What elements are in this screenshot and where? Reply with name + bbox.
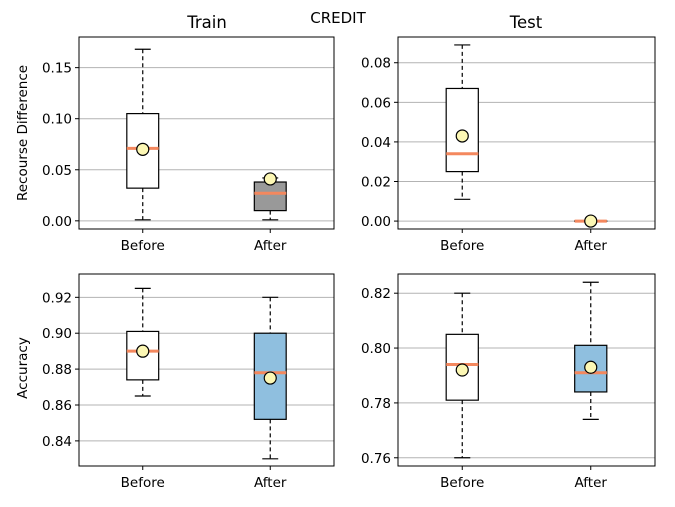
ylabel-recourse-difference: Recourse Difference bbox=[15, 65, 31, 201]
y-tick-label: 0.10 bbox=[42, 112, 72, 128]
box-before bbox=[126, 48, 160, 221]
x-tick-label-after: After bbox=[575, 238, 608, 254]
x-tick-label-before: Before bbox=[121, 238, 165, 254]
x-tick-label-before: Before bbox=[440, 475, 484, 491]
box-after bbox=[253, 296, 287, 460]
box-before bbox=[445, 44, 479, 200]
box-after bbox=[574, 214, 608, 228]
y-tick-label: 0.06 bbox=[361, 95, 391, 111]
y-tick-label: 0.02 bbox=[361, 174, 391, 190]
panel-train-accuracy: 0.84 0.86 0.88 0.90 0.92 Before After bbox=[42, 273, 335, 491]
ylabel-accuracy: Accuracy bbox=[15, 337, 31, 399]
y-tick-label: 0.80 bbox=[361, 341, 391, 357]
y-tick-label: 0.05 bbox=[42, 163, 72, 179]
y-tick-label: 0.92 bbox=[42, 290, 72, 306]
mean-marker bbox=[263, 371, 277, 385]
x-tick-label-after: After bbox=[254, 475, 287, 491]
y-tick-label: 0.90 bbox=[42, 326, 72, 342]
axes-frame bbox=[397, 273, 656, 467]
box-body bbox=[574, 344, 608, 393]
y-tick-label: 0.86 bbox=[42, 398, 72, 414]
mean-marker bbox=[584, 214, 598, 228]
title-train: Train bbox=[186, 13, 227, 32]
mean-marker bbox=[584, 360, 598, 374]
x-tick-label-after: After bbox=[254, 238, 287, 254]
box-after bbox=[253, 172, 287, 221]
mean-marker bbox=[455, 363, 469, 377]
axes-frame bbox=[397, 36, 656, 230]
y-tick-label: 0.00 bbox=[42, 214, 72, 230]
figure-suptitle: CREDIT bbox=[310, 9, 366, 27]
y-tick-label: 0.76 bbox=[361, 451, 391, 467]
y-tick-label: 0.08 bbox=[361, 56, 391, 72]
y-tick-label: 0.00 bbox=[361, 214, 391, 230]
mean-marker bbox=[455, 129, 469, 143]
y-tick-label: 0.88 bbox=[42, 362, 72, 378]
x-tick-label-before: Before bbox=[440, 238, 484, 254]
box-body bbox=[253, 181, 287, 212]
y-tick-label: 0.15 bbox=[42, 61, 72, 77]
y-tick-label: 0.78 bbox=[361, 396, 391, 412]
box-before bbox=[126, 287, 160, 397]
box-after bbox=[574, 281, 608, 420]
box-before bbox=[445, 292, 479, 459]
title-test: Test bbox=[509, 13, 543, 32]
mean-marker bbox=[136, 142, 150, 156]
x-tick-label-before: Before bbox=[121, 475, 165, 491]
y-tick-label: 0.82 bbox=[361, 286, 391, 302]
y-tick-label: 0.84 bbox=[42, 434, 72, 450]
axes-frame bbox=[78, 273, 335, 467]
panel-train-recourse: 0.00 0.05 0.10 0.15 Before After bbox=[42, 36, 335, 254]
mean-marker bbox=[136, 344, 150, 358]
x-tick-label-after: After bbox=[575, 475, 608, 491]
panel-test-recourse: 0.00 0.02 0.04 0.06 0.08 Before After bbox=[361, 36, 656, 254]
mean-marker bbox=[263, 172, 277, 186]
panel-test-accuracy: 0.76 0.78 0.80 0.82 Before After bbox=[361, 273, 656, 491]
axes-frame bbox=[78, 36, 335, 230]
y-tick-label: 0.04 bbox=[361, 135, 391, 151]
